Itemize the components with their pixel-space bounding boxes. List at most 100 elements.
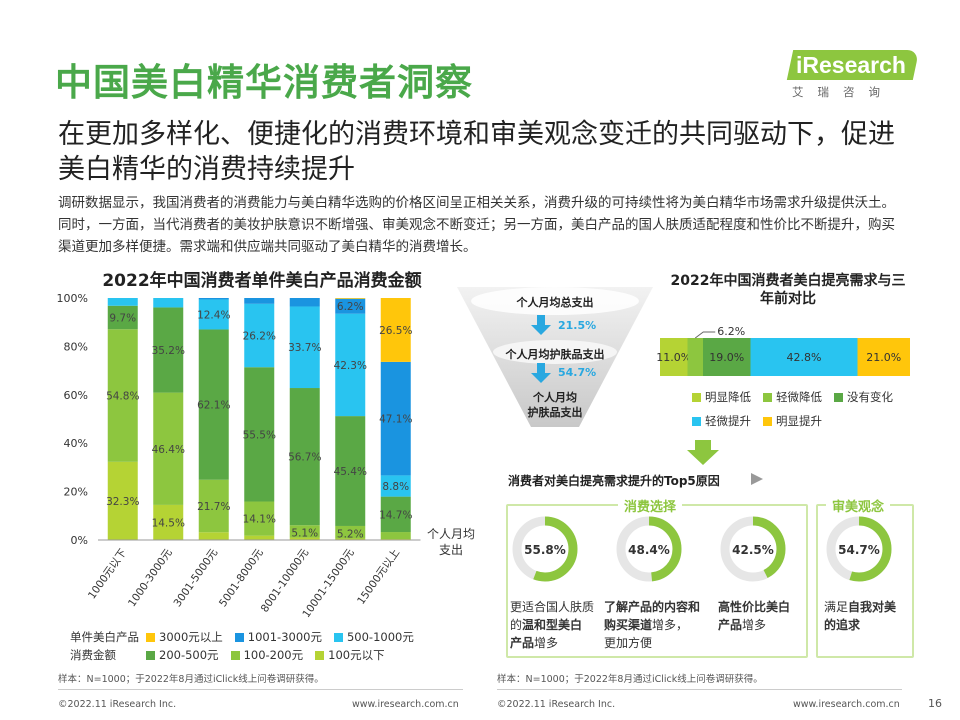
page-number: 16 xyxy=(928,697,942,710)
url-right: www.iresearch.com.cn xyxy=(793,699,900,710)
bar-segment xyxy=(380,496,411,533)
bar-segment xyxy=(198,479,229,533)
bar-segment xyxy=(687,338,703,376)
y-tick-label: 20% xyxy=(64,486,88,499)
funnel-label-1: 个人月均总支出 xyxy=(516,296,594,309)
legend-title: 单件美白产品消费金额 xyxy=(70,630,139,662)
data-label: 11.0% xyxy=(656,351,691,364)
bar-segment xyxy=(198,532,229,540)
bar-segment xyxy=(660,338,688,376)
legend2-item-3: 轻微提升 xyxy=(692,413,751,429)
top5-title: 消费者对美白提亮需求提升的Top5原因 xyxy=(508,474,720,488)
bar-segment xyxy=(153,298,184,308)
copyright-left: ©2022.11 iResearch Inc. xyxy=(58,699,177,710)
data-label: 14.5% xyxy=(152,517,185,529)
funnel-label-2: 个人月均护肤品支出 xyxy=(505,348,605,361)
bar-segment xyxy=(198,299,229,330)
data-label: 14.1% xyxy=(243,514,276,526)
legend-item-100below: 100元以下 xyxy=(315,647,385,663)
data-label: 21.7% xyxy=(197,501,230,513)
data-label: 42.3% xyxy=(334,360,367,372)
summary-paragraph: 调研数据显示，我国消费者的消费能力与美白精华选购的价格区间呈正相关关系，消费升级… xyxy=(58,195,895,255)
data-label: 32.3% xyxy=(106,496,139,508)
y-tick-label: 60% xyxy=(64,389,88,402)
funnel xyxy=(457,287,653,427)
reason-text-1: 更适合国人肤质的温和型美白产品增多 xyxy=(510,600,595,650)
bar-segment xyxy=(198,298,229,300)
data-label: 6.2% xyxy=(717,325,745,338)
data-label: 35.2% xyxy=(152,345,185,357)
legend-item-500-1000: 500-1000元 xyxy=(333,629,414,645)
bar-segment xyxy=(107,298,138,306)
donut-arc xyxy=(616,516,682,582)
source-note-right: 样本：N=1000；于2022年8月通过iClick线上问卷调研获得。 xyxy=(497,674,763,685)
bar-segment xyxy=(244,501,275,536)
y-tick-label: 40% xyxy=(64,437,88,450)
data-label: 33.7% xyxy=(288,342,321,354)
reason-text-2: 了解产品的内容和购买渠道增多，更加方便 xyxy=(604,600,701,650)
bar-segment xyxy=(335,538,366,540)
reason-text-3: 高性价比美白产品增多 xyxy=(718,600,791,632)
legend-item-100-200: 100-200元 xyxy=(230,647,303,663)
data-label: 5.2% xyxy=(337,529,364,541)
legend2-item-2: 没有变化 xyxy=(834,389,893,405)
leader-line xyxy=(694,331,716,339)
data-label: 12.4% xyxy=(197,309,230,321)
chart1-legend: 单件美白产品消费金额 3000元以上 1001-3000元 500-1000元 … xyxy=(70,628,426,664)
bar-segment xyxy=(750,338,858,376)
funnel-level-1 xyxy=(471,287,639,315)
data-label: 9.7% xyxy=(109,312,136,324)
bar-segment xyxy=(335,416,366,526)
data-label: 55.5% xyxy=(243,429,276,441)
chart2-title: 2022年中国消费者美白提亮需求与三年前对比 xyxy=(670,273,906,307)
reason-text-4: 满足自我对美的追求 xyxy=(824,600,897,632)
arrow-down-icon xyxy=(531,363,551,383)
chart1-title: 2022年中国消费者单件美白产品消费金额 xyxy=(102,271,422,291)
legend2-item-1: 轻微降低 xyxy=(763,389,822,405)
data-label: 5.1% xyxy=(291,528,318,540)
funnel-label-3: 个人月均 护肤品支出 xyxy=(527,391,583,419)
data-label: 14.7% xyxy=(379,509,412,521)
bar-segment xyxy=(198,329,229,480)
bar-segment xyxy=(703,338,751,376)
bar-segment xyxy=(289,306,320,389)
bar-segment xyxy=(335,313,366,417)
funnel-rate-2: 54.7% xyxy=(558,366,597,379)
page-subtitle: 在更加多样化、便捷化的消费环境和审美观念变迁的共同驱动下，促进美白精华的消费持续… xyxy=(58,119,895,185)
data-label: 21.0% xyxy=(866,351,901,364)
url-left: www.iresearch.com.cn xyxy=(352,699,459,710)
bar-segment xyxy=(289,388,320,526)
data-label: 8.8% xyxy=(382,481,409,493)
down-arrow-icon xyxy=(687,440,719,465)
chart2-legend: 明显降低 轻微降低 没有变化 轻微提升 明显提升 xyxy=(692,388,905,430)
data-label: 54.8% xyxy=(106,391,139,403)
bar-segment xyxy=(857,338,910,376)
page-title: 中国美白精华消费者洞察 xyxy=(55,61,473,104)
bar-segment xyxy=(153,504,184,540)
legend-item-1001-3000: 1001-3000元 xyxy=(234,629,322,645)
bar-segment xyxy=(107,305,138,330)
donut-arc xyxy=(720,516,786,582)
group-label-aesthetic: 审美观念 xyxy=(826,496,891,515)
data-label: 26.2% xyxy=(243,331,276,343)
bar-segment xyxy=(244,298,275,304)
bar-segment xyxy=(289,525,320,538)
source-note-left: 样本：N=1000；于2022年8月通过iClick线上问卷调研获得。 xyxy=(58,674,324,685)
y-tick-label: 0% xyxy=(71,534,88,547)
bar-segment xyxy=(380,298,411,362)
data-label: 62.1% xyxy=(197,400,230,412)
funnel-rate-1: 21.5% xyxy=(558,319,597,332)
arrow-down-icon xyxy=(531,315,551,335)
bar-segment xyxy=(380,361,411,476)
legend2-item-0: 明显降低 xyxy=(692,389,751,405)
bar-segment xyxy=(244,367,275,502)
bar-segment xyxy=(153,307,184,393)
bar-segment xyxy=(335,298,366,299)
bar-segment xyxy=(107,461,138,540)
y-tick-label: 80% xyxy=(64,340,88,353)
data-label: 45.4% xyxy=(334,466,367,478)
funnel-level-2 xyxy=(493,340,617,364)
